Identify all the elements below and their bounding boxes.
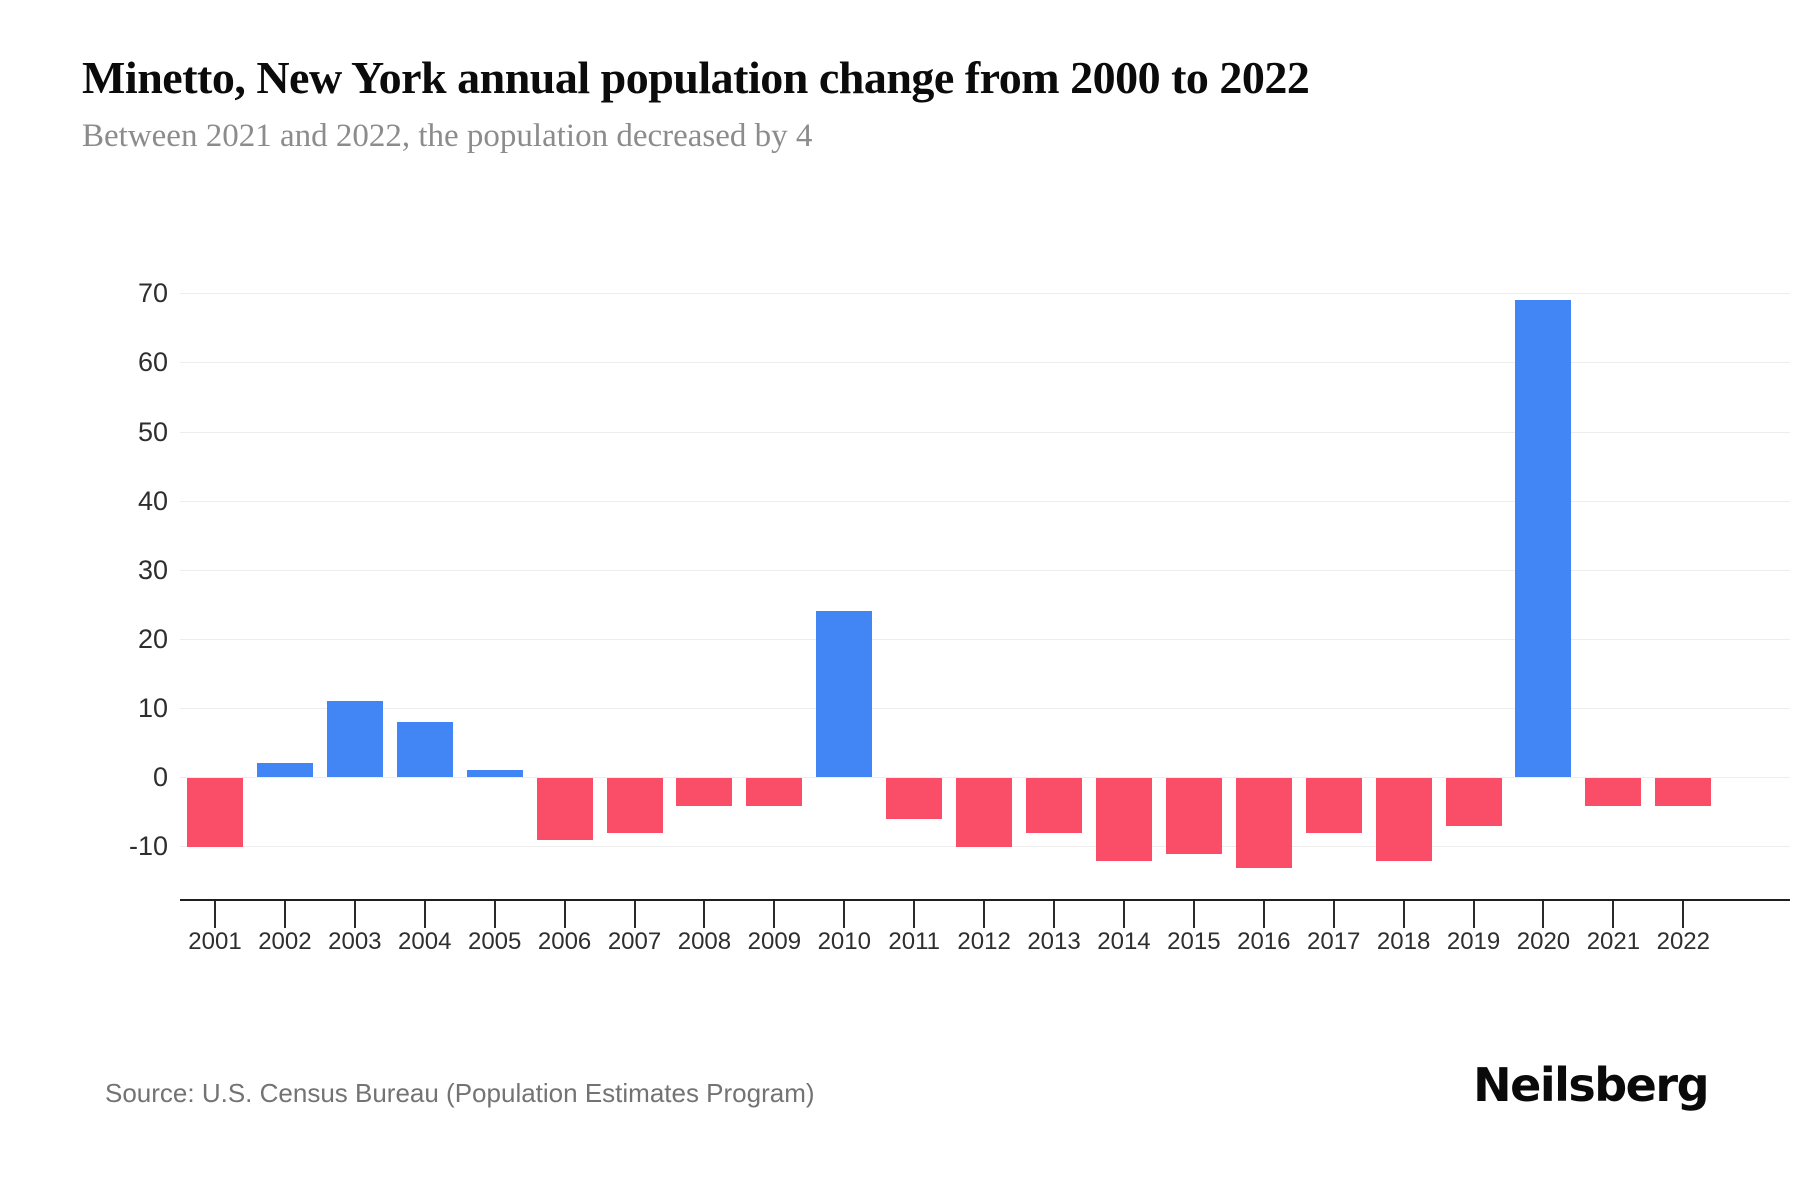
bar-2004[interactable] [396, 721, 453, 777]
x-axis-label-2010: 2010 [817, 928, 871, 955]
bar-2006[interactable] [536, 778, 593, 841]
bar-2015[interactable] [1165, 778, 1222, 854]
bar-2002[interactable] [256, 763, 313, 777]
chart-title: Minetto, New York annual population chan… [82, 52, 1310, 103]
brand-logo[interactable]: Neilsberg [1473, 1058, 1709, 1112]
bar-2005[interactable] [466, 770, 523, 777]
x-tick-2019 [1472, 901, 1475, 928]
x-tick-2006 [563, 901, 566, 928]
bar-2016[interactable] [1235, 778, 1292, 868]
x-tick-2007 [633, 901, 636, 928]
x-tick-2022 [1682, 901, 1685, 928]
bar-2007[interactable] [606, 778, 663, 834]
x-axis-label-2012: 2012 [957, 928, 1011, 955]
bar-2019[interactable] [1445, 778, 1502, 827]
y-axis-label-20: 20 [137, 623, 168, 654]
bar-2014[interactable] [1095, 778, 1152, 861]
x-tick-2013 [1053, 901, 1056, 928]
x-axis-label-2002: 2002 [258, 928, 312, 955]
x-axis-label-2021: 2021 [1586, 928, 1641, 955]
bar-2017[interactable] [1305, 778, 1362, 834]
bar-2018[interactable] [1375, 778, 1432, 861]
y-axis-label--10: -10 [128, 831, 168, 862]
gridline-50 [180, 431, 1790, 433]
bar-2011[interactable] [886, 778, 943, 820]
x-axis-label-2018: 2018 [1376, 928, 1431, 955]
x-tick-2002 [283, 901, 286, 928]
x-tick-2018 [1402, 901, 1405, 928]
x-axis-label-2019: 2019 [1446, 928, 1501, 955]
y-axis-label-10: 10 [137, 692, 168, 723]
y-axis-label-40: 40 [137, 485, 168, 516]
x-axis-label-2005: 2005 [467, 928, 522, 955]
x-axis-label-2004: 2004 [398, 928, 452, 955]
x-axis-label-2009: 2009 [747, 928, 802, 955]
x-axis-label-2020: 2020 [1516, 928, 1571, 955]
source-note: Source: U.S. Census Bureau (Population E… [105, 1078, 815, 1108]
bar-2003[interactable] [326, 700, 383, 777]
x-tick-2008 [703, 901, 706, 928]
y-axis-label-60: 60 [137, 347, 168, 378]
bar-2022[interactable] [1655, 778, 1712, 806]
x-axis-label-2007: 2007 [607, 928, 662, 955]
x-tick-2020 [1542, 901, 1545, 928]
gridline-60 [180, 362, 1790, 364]
gridline-10 [180, 707, 1790, 709]
y-axis-label-70: 70 [137, 278, 168, 309]
x-axis-label-2017: 2017 [1307, 928, 1361, 955]
x-axis-label-2016: 2016 [1237, 928, 1291, 955]
y-axis-label-30: 30 [137, 554, 168, 585]
x-tick-2003 [353, 901, 356, 928]
x-tick-2011 [913, 901, 916, 928]
x-axis-label-2013: 2013 [1027, 928, 1081, 955]
x-tick-2021 [1612, 901, 1615, 928]
bar-2020[interactable] [1515, 300, 1572, 777]
x-tick-2005 [493, 901, 496, 928]
x-tick-2016 [1262, 901, 1265, 928]
x-axis-line [180, 899, 1790, 901]
bar-2009[interactable] [746, 778, 803, 806]
bar-2008[interactable] [676, 778, 733, 806]
x-axis-label-2003: 2003 [328, 928, 382, 955]
bar-2001[interactable] [187, 778, 243, 848]
x-tick-2009 [773, 901, 776, 928]
x-axis-label-2006: 2006 [537, 928, 592, 955]
x-axis-label-2022: 2022 [1656, 928, 1710, 955]
chart-subtitle: Between 2021 and 2022, the population de… [82, 118, 813, 154]
gridline-0 [180, 777, 1790, 778]
x-axis-label-2014: 2014 [1097, 928, 1151, 955]
x-tick-2010 [843, 901, 846, 928]
gridline-70 [180, 293, 1790, 295]
gridline-30 [180, 569, 1790, 571]
x-axis-label-2008: 2008 [677, 928, 732, 955]
y-axis-label-50: 50 [137, 416, 168, 447]
bar-2010[interactable] [816, 611, 873, 777]
x-axis-label-2015: 2015 [1167, 928, 1221, 955]
bar-2013[interactable] [1026, 778, 1083, 834]
x-tick-2014 [1122, 901, 1125, 928]
bar-2012[interactable] [956, 778, 1013, 848]
gridline-40 [180, 500, 1790, 502]
x-tick-2012 [983, 901, 986, 928]
bar-2021[interactable] [1585, 778, 1642, 806]
x-axis-label-2001: 2001 [188, 928, 242, 955]
x-tick-2017 [1332, 901, 1335, 928]
x-tick-2004 [423, 901, 426, 928]
y-axis-label-0: 0 [152, 762, 168, 792]
gridline-20 [180, 638, 1790, 640]
x-axis-label-2011: 2011 [888, 928, 940, 955]
x-tick-2015 [1192, 901, 1195, 928]
x-tick-2001 [214, 901, 216, 928]
